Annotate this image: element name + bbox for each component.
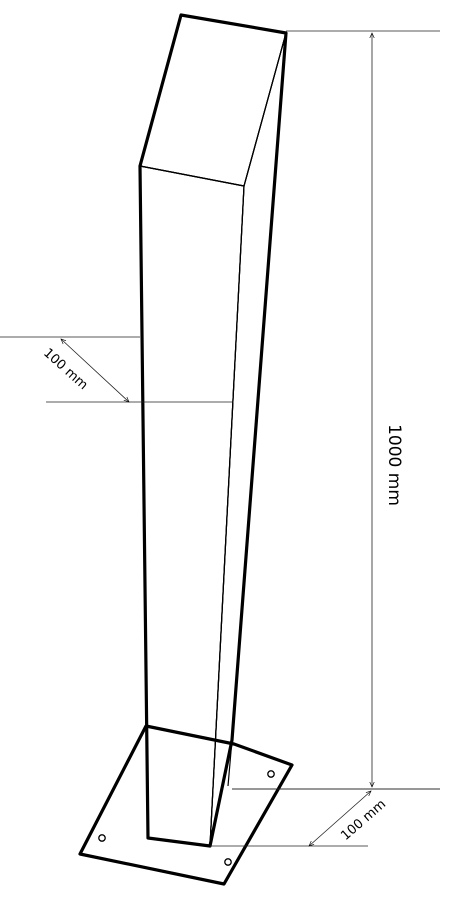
width-dimension-line xyxy=(61,339,129,402)
post-side-face xyxy=(209,32,287,847)
bollard-post xyxy=(138,13,288,848)
width-label: 100 mm xyxy=(40,346,90,393)
post-top-face xyxy=(139,14,287,187)
height-dimension: 1000 mm xyxy=(232,30,440,790)
base-label: 100 mm xyxy=(338,797,389,844)
width-dimension: 100 mm xyxy=(0,336,232,402)
post-outline xyxy=(138,13,288,848)
base-dimension: 100 mm xyxy=(210,788,440,846)
base-plate xyxy=(78,724,294,886)
mounting-hole-top-right xyxy=(267,770,275,778)
base-dimension-line xyxy=(309,791,371,846)
height-label: 1000 mm xyxy=(384,424,404,506)
mounting-hole-bottom xyxy=(224,858,232,866)
mounting-hole-left xyxy=(98,834,106,842)
